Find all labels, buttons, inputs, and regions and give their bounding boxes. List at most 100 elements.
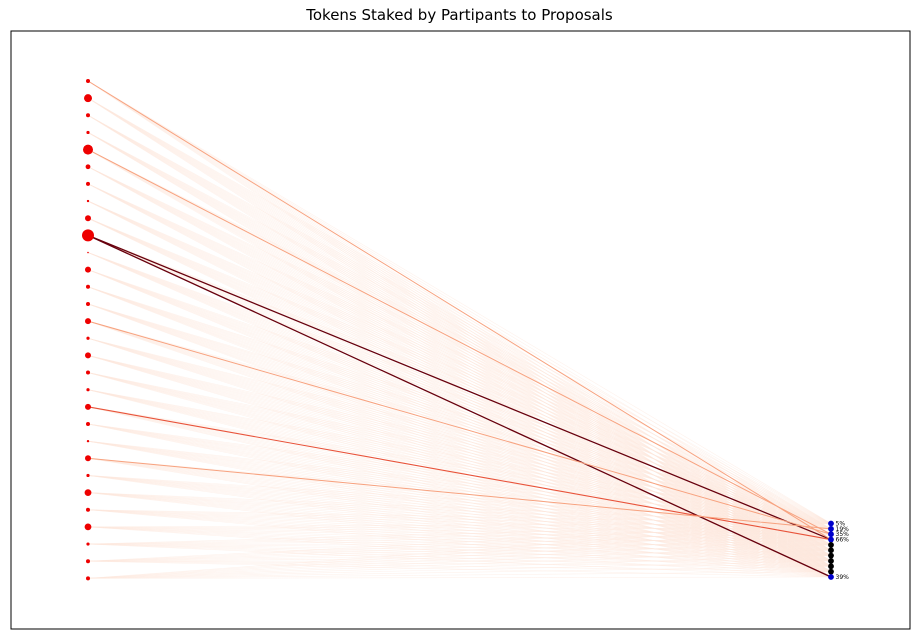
proposal-node (828, 563, 834, 570)
stake-edge (87, 320, 832, 524)
stake-edge (87, 440, 832, 562)
stake-edge (87, 543, 832, 556)
stake-edge (87, 269, 832, 551)
stake-edge (87, 217, 832, 551)
stake-edge (87, 132, 832, 540)
stake-edge (87, 423, 832, 562)
stake-edge (87, 80, 832, 524)
strong-stake-edge (87, 234, 832, 541)
stake-edge (87, 526, 832, 556)
stake-edge (87, 337, 832, 540)
stake-edge (87, 458, 832, 551)
stake-edge (87, 406, 832, 556)
proposal-node (828, 525, 834, 532)
stake-edge (87, 406, 832, 546)
stake-edge (87, 303, 832, 530)
stake-edge (87, 492, 832, 578)
stake-edge (87, 235, 832, 530)
stake-edge (87, 372, 832, 540)
stake-edge (87, 183, 832, 524)
participant-node (86, 113, 90, 118)
stake-edge (87, 269, 832, 535)
stake-edge (87, 526, 832, 551)
stake-edge (87, 355, 832, 546)
stake-edge (87, 235, 832, 546)
stake-edge (87, 303, 832, 540)
stake-edge (87, 355, 832, 540)
stake-edge (87, 492, 832, 540)
stake-edge (87, 355, 832, 535)
stake-edge (87, 566, 832, 579)
stake-edge (87, 423, 832, 556)
stake-edge (87, 509, 832, 546)
stake-edge (87, 528, 832, 579)
participant-node (83, 144, 93, 155)
stake-edge (87, 183, 832, 546)
stake-edge (87, 166, 832, 535)
stake-edge (87, 549, 832, 579)
stake-edge (87, 526, 832, 546)
stake-edge (87, 320, 832, 551)
stake-edge (87, 269, 832, 524)
stake-edge (87, 475, 832, 578)
stake-edge (87, 492, 832, 562)
stake-edge (87, 509, 832, 578)
participant-node (86, 130, 90, 135)
stake-edge (87, 303, 832, 551)
stake-edge (87, 235, 832, 535)
stake-edge (87, 475, 832, 535)
proposal-support-label: 66% (836, 537, 850, 544)
stake-edge (87, 286, 832, 546)
stake-edge (87, 166, 832, 556)
strong-stake-edge (87, 234, 832, 578)
stake-edge (87, 132, 832, 556)
stake-edge (87, 555, 832, 562)
stake-edge (87, 337, 832, 524)
stake-edge (87, 523, 832, 545)
stake-edge (87, 372, 832, 535)
participant-node (86, 507, 90, 512)
stake-edge (87, 440, 832, 567)
strong-stake-edge (87, 320, 832, 535)
stake-edge (87, 355, 832, 556)
stake-edge (87, 423, 832, 551)
stake-edge (87, 115, 832, 524)
stake-edge (87, 475, 832, 551)
stake-edge (87, 475, 832, 540)
participant-node (85, 455, 91, 462)
proposal-support-label: 5% (836, 521, 846, 528)
stake-edge (87, 217, 832, 540)
proposal-node (828, 568, 834, 575)
stake-edge (87, 252, 832, 535)
participant-node (86, 301, 90, 306)
proposal-node (828, 536, 834, 543)
stake-edge (87, 286, 832, 551)
stake-edge (87, 406, 832, 572)
stake-edge (87, 458, 832, 524)
stake-edge (87, 149, 832, 551)
stake-edge (87, 492, 832, 556)
stake-edge (87, 337, 832, 551)
stake-edge (87, 533, 832, 579)
stake-edge (87, 458, 832, 567)
stake-edge (87, 543, 832, 546)
stake-edge (87, 149, 832, 540)
participant-node (85, 215, 91, 222)
stake-edge (87, 423, 832, 567)
participant-node (86, 284, 90, 289)
stake-edge (87, 526, 832, 567)
participant-node (87, 251, 89, 254)
stake-edge (87, 372, 832, 556)
participant-node (84, 489, 92, 496)
stake-edge (87, 440, 832, 551)
stake-edge (87, 423, 832, 530)
participant-node (85, 318, 91, 325)
stake-edge (87, 528, 832, 545)
stake-edge (87, 115, 832, 546)
stake-edge (87, 132, 832, 535)
proposal-node (828, 547, 834, 554)
stake-edge (87, 183, 832, 530)
stake-edge (87, 217, 832, 530)
stake-edge (87, 526, 832, 530)
